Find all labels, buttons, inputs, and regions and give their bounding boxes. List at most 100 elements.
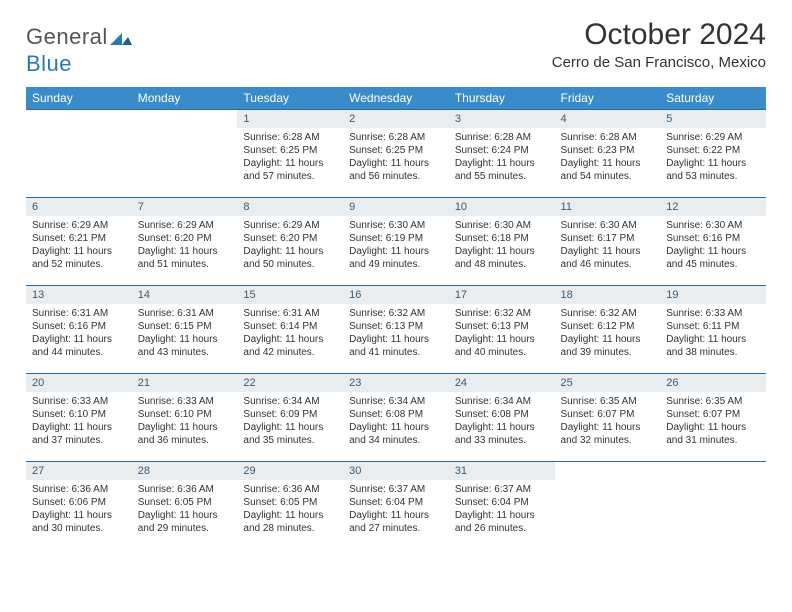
day-number: 22 bbox=[237, 374, 343, 392]
sunset-line: Sunset: 6:22 PM bbox=[666, 144, 760, 157]
sunset-line: Sunset: 6:10 PM bbox=[32, 408, 126, 421]
daylight-line2: and 54 minutes. bbox=[561, 170, 655, 183]
sunset-line: Sunset: 6:07 PM bbox=[666, 408, 760, 421]
week-row: 6Sunrise: 6:29 AMSunset: 6:21 PMDaylight… bbox=[26, 198, 766, 286]
daylight-line2: and 40 minutes. bbox=[455, 346, 549, 359]
dayhead-mon: Monday bbox=[132, 87, 238, 110]
daylight-line2: and 45 minutes. bbox=[666, 258, 760, 271]
day-cell: 26Sunrise: 6:35 AMSunset: 6:07 PMDayligh… bbox=[660, 374, 766, 462]
day-number: 24 bbox=[449, 374, 555, 392]
day-number: 3 bbox=[449, 110, 555, 128]
day-body: Sunrise: 6:34 AMSunset: 6:08 PMDaylight:… bbox=[449, 392, 555, 451]
sunrise-line: Sunrise: 6:31 AM bbox=[243, 307, 337, 320]
daylight-line2: and 53 minutes. bbox=[666, 170, 760, 183]
day-body: Sunrise: 6:35 AMSunset: 6:07 PMDaylight:… bbox=[555, 392, 661, 451]
brand-logo: General Blue bbox=[26, 24, 132, 77]
daylight-line2: and 56 minutes. bbox=[349, 170, 443, 183]
day-number: 28 bbox=[132, 462, 238, 480]
daylight-line2: and 34 minutes. bbox=[349, 434, 443, 447]
daylight-line1: Daylight: 11 hours bbox=[32, 245, 126, 258]
day-cell: 12Sunrise: 6:30 AMSunset: 6:16 PMDayligh… bbox=[660, 198, 766, 286]
sunrise-line: Sunrise: 6:37 AM bbox=[349, 483, 443, 496]
day-cell: 19Sunrise: 6:33 AMSunset: 6:11 PMDayligh… bbox=[660, 286, 766, 374]
brand-part2: Blue bbox=[26, 51, 72, 76]
sunrise-line: Sunrise: 6:29 AM bbox=[138, 219, 232, 232]
sunset-line: Sunset: 6:04 PM bbox=[349, 496, 443, 509]
day-number: 1 bbox=[237, 110, 343, 128]
day-number: 23 bbox=[343, 374, 449, 392]
daylight-line1: Daylight: 11 hours bbox=[666, 333, 760, 346]
daylight-line1: Daylight: 11 hours bbox=[32, 421, 126, 434]
daylight-line2: and 35 minutes. bbox=[243, 434, 337, 447]
daylight-line2: and 41 minutes. bbox=[349, 346, 443, 359]
daylight-line2: and 28 minutes. bbox=[243, 522, 337, 535]
day-cell: 25Sunrise: 6:35 AMSunset: 6:07 PMDayligh… bbox=[555, 374, 661, 462]
daylight-line2: and 51 minutes. bbox=[138, 258, 232, 271]
sunset-line: Sunset: 6:16 PM bbox=[666, 232, 760, 245]
daylight-line2: and 39 minutes. bbox=[561, 346, 655, 359]
day-body: Sunrise: 6:32 AMSunset: 6:13 PMDaylight:… bbox=[343, 304, 449, 363]
daylight-line2: and 30 minutes. bbox=[32, 522, 126, 535]
day-number: 14 bbox=[132, 286, 238, 304]
daylight-line1: Daylight: 11 hours bbox=[138, 333, 232, 346]
day-body: Sunrise: 6:28 AMSunset: 6:25 PMDaylight:… bbox=[237, 128, 343, 187]
sunrise-line: Sunrise: 6:28 AM bbox=[561, 131, 655, 144]
day-cell: 29Sunrise: 6:36 AMSunset: 6:05 PMDayligh… bbox=[237, 462, 343, 550]
daylight-line1: Daylight: 11 hours bbox=[138, 245, 232, 258]
sunset-line: Sunset: 6:08 PM bbox=[455, 408, 549, 421]
sunset-line: Sunset: 6:10 PM bbox=[138, 408, 232, 421]
calendar-table: Sunday Monday Tuesday Wednesday Thursday… bbox=[26, 87, 766, 550]
sunset-line: Sunset: 6:08 PM bbox=[349, 408, 443, 421]
day-body: Sunrise: 6:36 AMSunset: 6:05 PMDaylight:… bbox=[132, 480, 238, 539]
sunset-line: Sunset: 6:21 PM bbox=[32, 232, 126, 245]
daylight-line2: and 37 minutes. bbox=[32, 434, 126, 447]
daylight-line1: Daylight: 11 hours bbox=[138, 421, 232, 434]
day-cell: 15Sunrise: 6:31 AMSunset: 6:14 PMDayligh… bbox=[237, 286, 343, 374]
daylight-line2: and 33 minutes. bbox=[455, 434, 549, 447]
calendar-body: 1Sunrise: 6:28 AMSunset: 6:25 PMDaylight… bbox=[26, 110, 766, 550]
sunset-line: Sunset: 6:13 PM bbox=[349, 320, 443, 333]
day-number: 27 bbox=[26, 462, 132, 480]
day-body: Sunrise: 6:31 AMSunset: 6:14 PMDaylight:… bbox=[237, 304, 343, 363]
daylight-line1: Daylight: 11 hours bbox=[561, 245, 655, 258]
daylight-line2: and 57 minutes. bbox=[243, 170, 337, 183]
day-body: Sunrise: 6:30 AMSunset: 6:16 PMDaylight:… bbox=[660, 216, 766, 275]
sunrise-line: Sunrise: 6:36 AM bbox=[32, 483, 126, 496]
daylight-line1: Daylight: 11 hours bbox=[243, 333, 337, 346]
daylight-line2: and 36 minutes. bbox=[138, 434, 232, 447]
day-body: Sunrise: 6:28 AMSunset: 6:23 PMDaylight:… bbox=[555, 128, 661, 187]
sunset-line: Sunset: 6:20 PM bbox=[138, 232, 232, 245]
daylight-line1: Daylight: 11 hours bbox=[349, 157, 443, 170]
daylight-line1: Daylight: 11 hours bbox=[561, 421, 655, 434]
day-number: 10 bbox=[449, 198, 555, 216]
sunset-line: Sunset: 6:12 PM bbox=[561, 320, 655, 333]
sunrise-line: Sunrise: 6:31 AM bbox=[32, 307, 126, 320]
day-number: 7 bbox=[132, 198, 238, 216]
day-number: 11 bbox=[555, 198, 661, 216]
daylight-line1: Daylight: 11 hours bbox=[349, 421, 443, 434]
sunrise-line: Sunrise: 6:29 AM bbox=[243, 219, 337, 232]
sunset-line: Sunset: 6:09 PM bbox=[243, 408, 337, 421]
day-number: 4 bbox=[555, 110, 661, 128]
sunset-line: Sunset: 6:19 PM bbox=[349, 232, 443, 245]
day-cell: 10Sunrise: 6:30 AMSunset: 6:18 PMDayligh… bbox=[449, 198, 555, 286]
daylight-line2: and 55 minutes. bbox=[455, 170, 549, 183]
daylight-line1: Daylight: 11 hours bbox=[455, 509, 549, 522]
day-number: 25 bbox=[555, 374, 661, 392]
sunset-line: Sunset: 6:17 PM bbox=[561, 232, 655, 245]
day-cell: 5Sunrise: 6:29 AMSunset: 6:22 PMDaylight… bbox=[660, 110, 766, 198]
day-cell: 22Sunrise: 6:34 AMSunset: 6:09 PMDayligh… bbox=[237, 374, 343, 462]
day-cell: 11Sunrise: 6:30 AMSunset: 6:17 PMDayligh… bbox=[555, 198, 661, 286]
sunrise-line: Sunrise: 6:28 AM bbox=[243, 131, 337, 144]
daylight-line1: Daylight: 11 hours bbox=[666, 245, 760, 258]
daylight-line2: and 27 minutes. bbox=[349, 522, 443, 535]
day-body: Sunrise: 6:28 AMSunset: 6:24 PMDaylight:… bbox=[449, 128, 555, 187]
day-header-row: Sunday Monday Tuesday Wednesday Thursday… bbox=[26, 87, 766, 110]
sunset-line: Sunset: 6:25 PM bbox=[243, 144, 337, 157]
week-row: 27Sunrise: 6:36 AMSunset: 6:06 PMDayligh… bbox=[26, 462, 766, 550]
day-cell: 4Sunrise: 6:28 AMSunset: 6:23 PMDaylight… bbox=[555, 110, 661, 198]
daylight-line2: and 38 minutes. bbox=[666, 346, 760, 359]
sunrise-line: Sunrise: 6:34 AM bbox=[455, 395, 549, 408]
daylight-line2: and 29 minutes. bbox=[138, 522, 232, 535]
daylight-line1: Daylight: 11 hours bbox=[666, 421, 760, 434]
